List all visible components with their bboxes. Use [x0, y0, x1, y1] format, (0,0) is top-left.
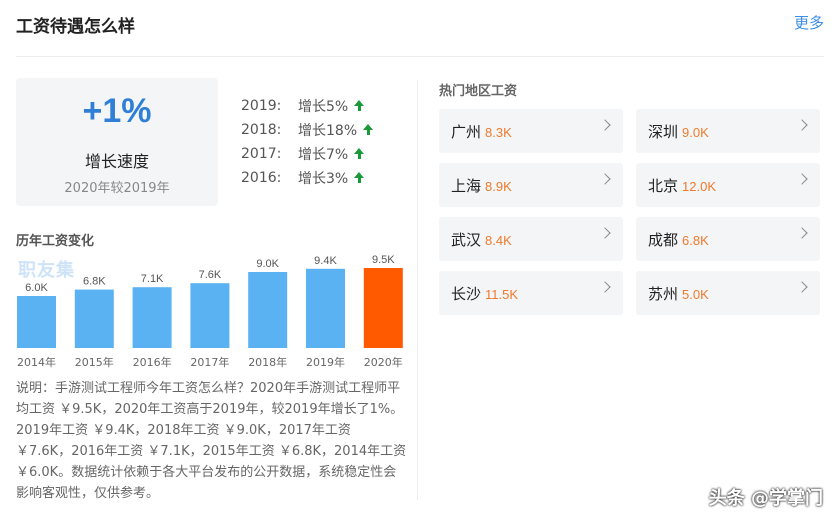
up-arrow-icon — [354, 172, 365, 183]
footer-watermark: 头条 @学掌门 — [708, 488, 823, 509]
region-salary: 8.9K — [485, 179, 512, 194]
region-salary: 9.0K — [682, 125, 709, 140]
chart-tick-label: 2014年 — [17, 355, 56, 369]
region-card-guangzhou[interactable]: 广州 8.3K — [439, 109, 623, 153]
chart-bar — [17, 296, 56, 348]
yearly-year: 2017: — [241, 146, 282, 162]
up-arrow-icon — [363, 124, 374, 135]
chart-data-label: 7.1K — [141, 273, 164, 285]
chart-bar — [74, 289, 114, 348]
more-link[interactable]: 更多 — [793, 14, 824, 32]
region-card-suzhou[interactable]: 苏州 5.0K — [636, 271, 820, 315]
region-city: 深圳 9.0K — [648, 123, 709, 141]
salary-history-chart: 6.0K 2014年 6.8K 2015年 7.1K 2016年 7.6K 2017年 9.0K… — [17, 254, 403, 369]
yearly-growth-row: 2016: 增长3% — [241, 166, 401, 190]
growth-label: 增长速度 — [84, 152, 149, 171]
chart-bar — [363, 268, 403, 348]
region-card-changsha[interactable]: 长沙 11.5K — [439, 271, 623, 315]
yearly-rate: 增长5% — [298, 99, 349, 115]
region-card-shanghai[interactable]: 上海 8.9K — [439, 163, 623, 207]
yearly-growth-row: 2019: 增长5% — [241, 94, 401, 118]
region-salary: 11.5K — [485, 287, 519, 302]
yearly-growth-row: 2017: 增长7% — [241, 142, 401, 166]
up-arrow-icon — [354, 100, 365, 111]
chart-data-label: 9.0K — [256, 258, 279, 270]
chart-bar — [306, 268, 345, 348]
growth-value: +1% — [82, 92, 152, 130]
region-card-wuhan[interactable]: 武汉 8.4K — [439, 217, 623, 261]
chart-tick-label: 2020年 — [364, 355, 403, 369]
region-card-beijing[interactable]: 北京 12.0K — [636, 163, 820, 207]
yearly-growth-list: 2019: 增长5% 2018: 增长18% 2017: 增长7% 2016: … — [241, 94, 401, 190]
region-salary: 5.0K — [682, 287, 709, 302]
chart-bar — [132, 287, 172, 348]
region-city: 武汉 8.4K — [451, 231, 512, 249]
region-section-title: 热门地区工资 — [439, 84, 518, 99]
region-card-shenzhen[interactable]: 深圳 9.0K — [636, 109, 820, 153]
history-section-title: 历年工资变化 — [16, 234, 95, 249]
chart-data-label: 6.0K — [25, 282, 48, 294]
region-city: 成都 6.8K — [648, 231, 709, 249]
yearly-rate: 增长7% — [298, 147, 349, 163]
chart-data-label: 9.4K — [314, 255, 337, 267]
growth-card: +1% 增长速度 2020年较2019年 — [16, 78, 218, 206]
yearly-year: 2018: — [241, 122, 282, 138]
chevron-right-icon — [796, 281, 808, 293]
chevron-right-icon — [796, 119, 808, 131]
yearly-year: 2019: — [241, 98, 282, 114]
region-city: 长沙 11.5K — [451, 285, 519, 303]
header-divider — [16, 56, 824, 57]
chart-bar — [190, 283, 230, 348]
yearly-growth-row: 2018: 增长18% — [241, 118, 401, 142]
chevron-right-icon — [796, 173, 808, 185]
region-city: 上海 8.9K — [451, 177, 512, 195]
chart-tick-label: 2018年 — [248, 355, 287, 369]
chevron-right-icon — [796, 227, 808, 239]
region-salary: 8.4K — [485, 233, 512, 248]
watermark-logo: 职友集 — [18, 260, 75, 281]
chart-tick-label: 2015年 — [75, 355, 114, 369]
region-city: 北京 12.0K — [648, 177, 716, 195]
region-card-chengdu[interactable]: 成都 6.8K — [636, 217, 820, 261]
growth-comparison: 2020年较2019年 — [64, 181, 170, 196]
chart-tick-label: 2019年 — [306, 355, 345, 369]
region-salary: 8.3K — [485, 125, 512, 140]
up-arrow-icon — [354, 148, 365, 159]
chevron-right-icon — [599, 173, 611, 185]
chevron-right-icon — [599, 227, 611, 239]
chart-data-label: 6.8K — [83, 276, 106, 288]
chart-tick-label: 2017年 — [190, 355, 229, 369]
chart-bar — [248, 272, 288, 348]
region-city: 广州 8.3K — [451, 123, 512, 141]
yearly-year: 2016: — [241, 170, 282, 186]
header: 工资待遇怎么样 更多 — [16, 10, 824, 50]
page-title: 工资待遇怎么样 — [16, 17, 135, 37]
region-salary: 6.8K — [682, 233, 709, 248]
chevron-right-icon — [599, 281, 611, 293]
chart-data-label: 9.5K — [372, 254, 395, 266]
chart-data-label: 7.6K — [199, 269, 222, 281]
chevron-right-icon — [599, 119, 611, 131]
region-salary: 12.0K — [682, 179, 716, 194]
yearly-rate: 增长3% — [298, 171, 349, 187]
region-city: 苏州 5.0K — [648, 285, 709, 303]
yearly-rate: 增长18% — [298, 123, 358, 139]
chart-tick-label: 2016年 — [133, 355, 172, 369]
salary-description: 说明：手游测试工程师今年工资怎么样？2020年手游测试工程师平均工资 ￥9.5K… — [16, 381, 407, 501]
column-divider — [417, 80, 418, 500]
